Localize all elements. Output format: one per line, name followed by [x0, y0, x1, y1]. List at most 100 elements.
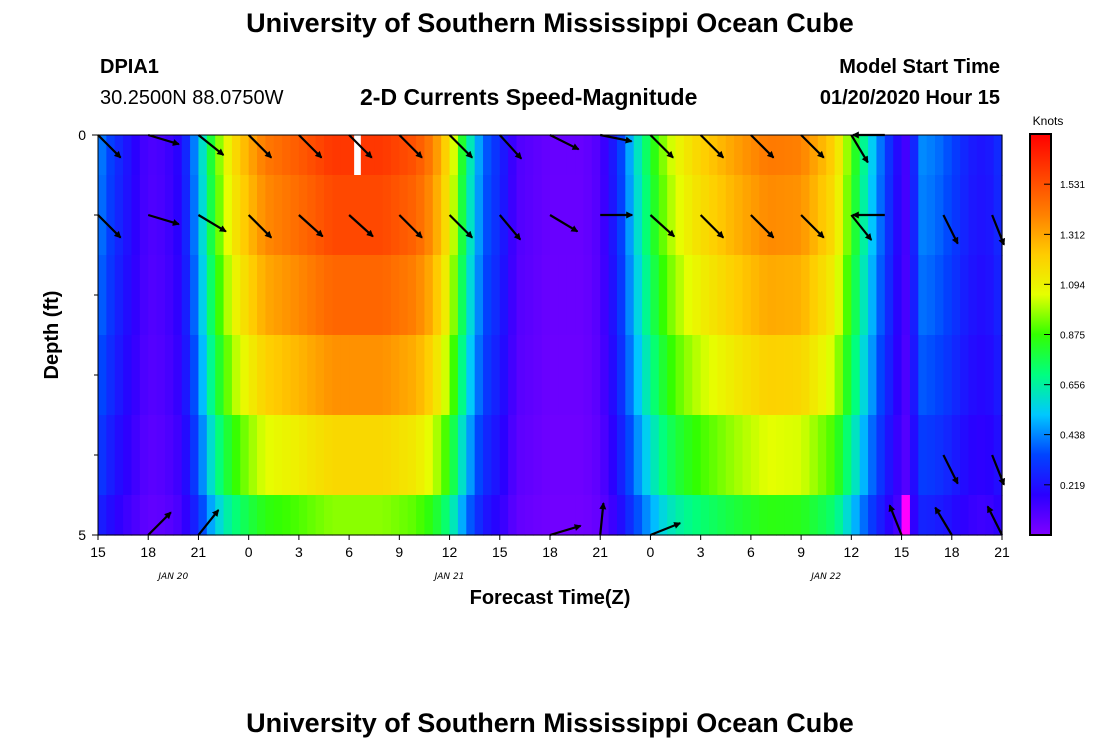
heatmap-cell — [508, 335, 518, 416]
heatmap-cell — [918, 495, 928, 536]
heatmap-cell — [625, 135, 635, 176]
heatmap-cell — [466, 495, 476, 536]
heatmap-cell — [374, 495, 384, 536]
heatmap-cell — [533, 415, 543, 496]
heatmap-cell — [374, 335, 384, 416]
heatmap-cell — [173, 415, 183, 496]
heatmap-cell — [884, 135, 894, 176]
heatmap-cell — [106, 495, 116, 536]
heatmap-cell — [508, 415, 518, 496]
heatmap-cell — [918, 255, 928, 336]
heatmap-cell — [307, 175, 317, 256]
heatmap-cell — [206, 415, 216, 496]
current-arrow — [600, 133, 633, 144]
heatmap-cell — [483, 255, 493, 336]
heatmap-cell — [324, 255, 333, 336]
heatmap-cell — [976, 495, 986, 536]
heatmap-cell — [876, 335, 886, 416]
current-arrow — [247, 214, 273, 239]
heatmap-cell — [223, 415, 233, 496]
heatmap-cell — [449, 495, 459, 536]
date-label: JAN 21 — [433, 572, 465, 582]
heatmap-cell — [550, 175, 559, 256]
heatmap-cell — [801, 335, 811, 416]
heatmap-cell — [901, 335, 911, 416]
heatmap-cell — [625, 255, 635, 336]
heatmap-cell — [566, 175, 576, 256]
heatmap-cell — [943, 135, 953, 176]
current-arrow — [147, 213, 180, 226]
heatmap-cell — [658, 495, 668, 536]
heatmap-cell — [181, 335, 191, 416]
heatmap-cell — [307, 255, 317, 336]
heatmap-cell — [750, 495, 760, 536]
heatmap-cell — [432, 175, 442, 256]
heatmap-cell — [290, 415, 300, 496]
heatmap-cell — [357, 415, 367, 496]
heatmap-cell — [190, 335, 200, 416]
x-tick-label: 9 — [395, 544, 403, 560]
heatmap-cell — [767, 255, 777, 336]
heatmap-cell — [734, 255, 744, 336]
heatmap-cell — [583, 255, 593, 336]
heatmap-cell — [558, 255, 568, 336]
heatmap-cell — [918, 135, 928, 176]
heatmap-cell — [131, 135, 141, 176]
heatmap-cell — [583, 135, 593, 176]
heatmap-cell — [893, 175, 903, 256]
heatmap-cell — [809, 495, 819, 536]
heatmap-cell — [257, 335, 267, 416]
heatmap-cell — [282, 335, 292, 416]
heatmap-cell — [717, 175, 727, 256]
colorbar-tick-label: 0.656 — [1060, 381, 1085, 392]
heatmap-cell — [667, 255, 677, 336]
current-arrow — [850, 134, 869, 164]
heatmap-cell — [901, 135, 911, 176]
heatmap-cell — [240, 335, 250, 416]
heatmap-cell — [365, 495, 375, 536]
heatmap-cell — [206, 135, 216, 176]
heatmap-cell — [265, 255, 275, 336]
heatmap-cell — [633, 135, 643, 176]
heatmap-cell — [139, 335, 149, 416]
heatmap-cell — [349, 415, 359, 496]
heatmap-cell — [499, 255, 509, 336]
heatmap-cell — [282, 135, 292, 176]
heatmap-cell — [541, 175, 551, 256]
heatmap-cell — [893, 495, 903, 536]
heatmap-cell — [123, 175, 133, 256]
heatmap-cell — [466, 255, 476, 336]
heatmap-cell — [240, 255, 250, 336]
heatmap-cell — [424, 255, 434, 336]
heatmap-cell — [700, 335, 710, 416]
heatmap-cell — [834, 175, 844, 256]
heatmap-cell — [650, 135, 660, 176]
heatmap-cell — [123, 135, 133, 176]
heatmap-cell — [399, 335, 409, 416]
heatmap-cell — [842, 495, 852, 536]
current-arrow — [649, 134, 674, 159]
heatmap-cell — [298, 495, 308, 536]
heatmap-cell — [374, 415, 384, 496]
heatmap-cell — [868, 335, 878, 416]
heatmap-cell — [466, 335, 476, 416]
heatmap-cell — [123, 255, 133, 336]
heatmap-cell — [968, 255, 978, 336]
heatmap-cell — [324, 135, 333, 176]
heatmap-cell — [717, 415, 727, 496]
heatmap-cell — [642, 255, 652, 336]
heatmap-cell — [139, 175, 149, 256]
heatmap-cell — [508, 135, 518, 176]
heatmap-cell — [257, 415, 267, 496]
heatmap-cell — [600, 335, 610, 416]
heatmap-cell — [550, 495, 559, 536]
heatmap-cell — [600, 255, 610, 336]
heatmap-cell — [985, 495, 995, 536]
heatmap-cell — [424, 415, 434, 496]
heatmap-cell — [842, 175, 852, 256]
heatmap-cell — [424, 495, 434, 536]
heatmap-cell — [809, 255, 819, 336]
heatmap-cell — [834, 495, 844, 536]
heatmap-cell — [943, 175, 953, 256]
heatmap-cell — [667, 175, 677, 256]
